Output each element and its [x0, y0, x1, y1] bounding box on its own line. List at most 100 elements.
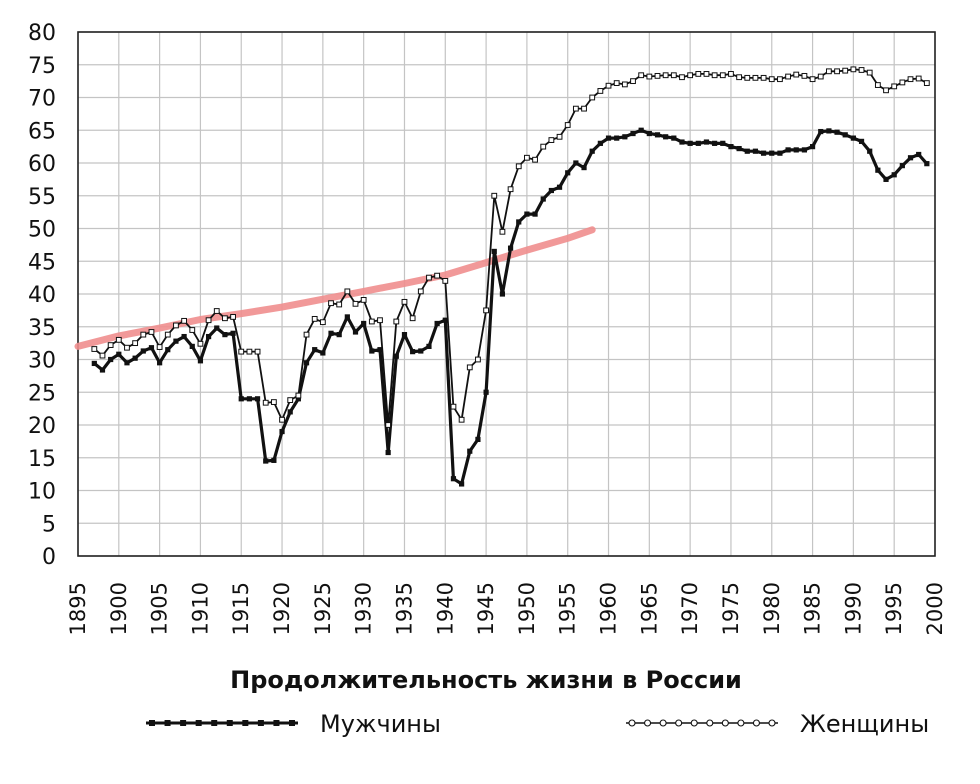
data-point: [483, 307, 489, 314]
data-point: [703, 71, 710, 77]
data-point: [638, 72, 645, 79]
data-point: [360, 296, 367, 303]
data-point: [834, 129, 840, 135]
data-point: [328, 330, 334, 336]
data-point: [622, 134, 628, 140]
x-tick-label: 1930: [352, 582, 376, 635]
data-point: [181, 333, 187, 340]
data-point: [923, 80, 930, 86]
legend: Мужчины Женщины: [146, 710, 929, 738]
data-point: [320, 350, 326, 356]
data-point: [728, 144, 734, 150]
legend-marker: [706, 719, 714, 727]
data-point: [491, 248, 497, 255]
data-point: [287, 409, 293, 415]
data-point: [613, 80, 620, 86]
y-tick-label: 10: [28, 480, 56, 505]
data-point: [148, 329, 155, 335]
data-point: [809, 76, 816, 83]
data-point: [263, 458, 269, 464]
data-point: [646, 73, 653, 80]
data-point: [556, 133, 563, 140]
data-point: [336, 301, 343, 308]
x-tick-label: 1895: [66, 582, 90, 635]
data-point: [483, 389, 489, 395]
legend-marker: [242, 720, 249, 726]
data-point: [858, 138, 865, 144]
data-point: [654, 132, 661, 138]
legend-marker: [628, 719, 636, 727]
x-tick-label: 1990: [841, 582, 865, 635]
x-tick-label: 1985: [801, 582, 825, 635]
x-tick-label: 1960: [597, 582, 621, 635]
data-point: [246, 396, 252, 402]
data-point: [165, 347, 171, 353]
x-tick-label: 1995: [882, 582, 906, 635]
data-point: [385, 449, 391, 456]
y-tick-label: 50: [28, 218, 56, 243]
data-point: [597, 88, 604, 94]
data-point: [401, 298, 408, 305]
data-point: [222, 332, 228, 338]
data-point: [850, 66, 857, 73]
data-point: [858, 67, 865, 73]
data-point: [271, 457, 277, 463]
data-point: [744, 74, 751, 81]
data-point: [368, 318, 375, 325]
legend-marker: [737, 719, 745, 727]
data-point: [915, 75, 922, 82]
x-tick-label: 1900: [107, 582, 131, 635]
data-point: [744, 148, 750, 154]
x-tick-label: 1965: [637, 582, 661, 635]
data-point: [295, 396, 301, 402]
data-point: [189, 343, 195, 349]
data-point: [254, 348, 261, 355]
data-point: [581, 105, 587, 112]
data-point: [91, 346, 98, 352]
axes: [77, 31, 936, 557]
data-point: [164, 331, 171, 338]
grid: [77, 31, 936, 557]
data-point: [409, 315, 416, 322]
series-0: [91, 127, 930, 487]
data-point: [548, 187, 554, 194]
data-point: [646, 130, 652, 137]
data-point: [867, 148, 873, 154]
data-point: [605, 135, 612, 141]
data-point: [524, 211, 530, 217]
x-tick-label: 1915: [229, 582, 253, 635]
data-point: [222, 315, 228, 322]
data-point: [352, 329, 359, 335]
data-point: [564, 122, 571, 128]
data-point: [597, 140, 603, 146]
x-tick-label: 1945: [474, 582, 498, 635]
data-point: [279, 416, 285, 423]
data-point: [654, 72, 661, 79]
data-point: [361, 320, 367, 327]
data-point: [230, 314, 236, 320]
data-point: [679, 139, 685, 145]
data-point: [818, 128, 824, 135]
y-tick-label: 25: [28, 381, 56, 406]
data-point: [270, 399, 277, 405]
data-point: [777, 150, 783, 156]
x-tick-label: 1910: [188, 582, 212, 635]
y-tick-label: 35: [28, 316, 56, 341]
data-point: [99, 352, 106, 359]
data-point: [793, 71, 800, 78]
data-point: [540, 196, 546, 202]
data-point: [369, 348, 375, 354]
x-tick-label: 1935: [392, 582, 416, 635]
legend-marker: [659, 719, 667, 727]
data-point: [434, 320, 440, 327]
data-point: [720, 140, 726, 146]
data-point: [573, 160, 579, 166]
data-point: [711, 72, 718, 79]
data-point: [777, 76, 783, 83]
data-point: [761, 150, 767, 156]
x-tick-label: 1975: [719, 582, 743, 635]
data-point: [328, 300, 334, 307]
data-point: [899, 163, 905, 169]
data-point: [589, 148, 595, 154]
